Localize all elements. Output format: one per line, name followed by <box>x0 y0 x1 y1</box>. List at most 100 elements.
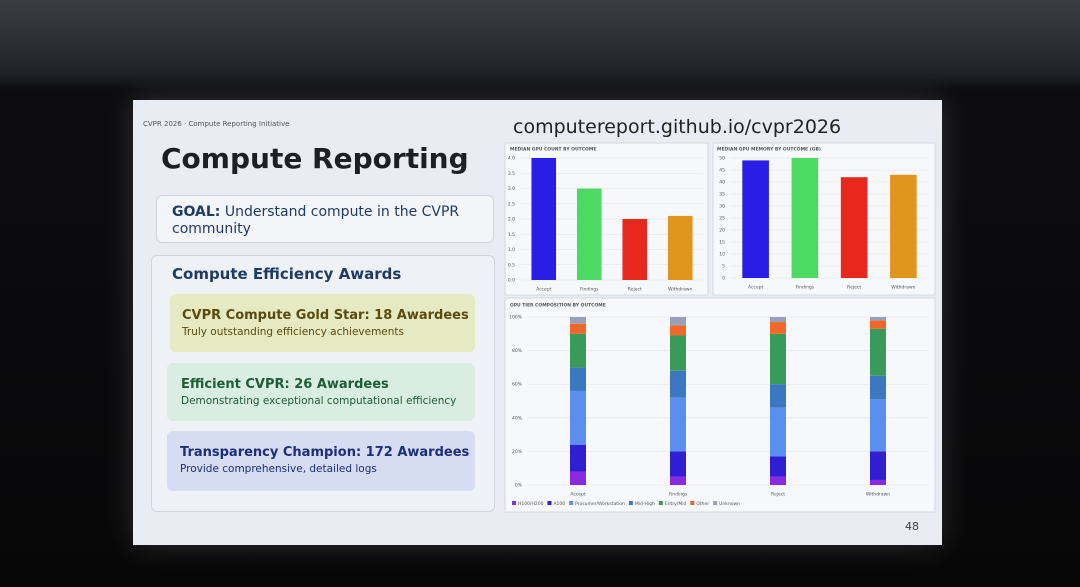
bar-segment <box>670 317 686 326</box>
y-tick-label: 1.0 <box>508 247 515 253</box>
y-tick-label: 2.5 <box>508 201 515 207</box>
x-tick-label: Withdrawn <box>891 285 915 291</box>
bar-segment <box>870 320 886 329</box>
goal-box: GOAL: Understand compute in the CVPR com… <box>156 195 494 243</box>
url: computereport.github.io/cvpr2026 <box>513 116 842 138</box>
bar <box>576 188 602 280</box>
legend-label: Entry/Mid <box>665 501 687 507</box>
y-tick-label: 35 <box>719 192 725 198</box>
y-tick-label: 3.0 <box>508 186 515 192</box>
slide-title: Compute Reporting <box>161 142 469 175</box>
bar <box>667 215 693 280</box>
bar-segment <box>870 479 886 485</box>
x-tick-label: Findings <box>669 492 688 498</box>
bar-segment <box>870 375 886 400</box>
legend-label: Unknown <box>719 501 740 507</box>
bar-segment <box>870 451 886 480</box>
x-tick-label: Accept <box>570 492 586 498</box>
award-title: Efficient CVPR: 26 Awardees <box>181 377 389 392</box>
y-tick-label: 80% <box>512 348 523 354</box>
chart-title: MEDIAN GPU COUNT BY OUTCOME <box>510 147 596 153</box>
bar-segment <box>670 451 686 477</box>
legend-label: Prosumer/Workstation <box>575 501 625 507</box>
award-card: CVPR Compute Gold Star: 18 Awardees Trul… <box>170 294 475 352</box>
slide: CVPR 2026 · Compute Reporting Initiative… <box>133 100 942 545</box>
page-number: 48 <box>905 520 919 533</box>
x-tick-label: Accept <box>748 285 764 291</box>
x-tick-label: Reject <box>847 285 861 291</box>
bar-segment <box>670 476 686 485</box>
award-description: Provide comprehensive, detailed logs <box>180 463 377 475</box>
chart-title: GPU TIER COMPOSITION BY OUTCOME <box>510 303 606 309</box>
bar <box>531 158 557 280</box>
legend-swatch <box>512 501 516 505</box>
bar-segment <box>870 317 886 321</box>
y-tick-label: 3.5 <box>508 171 515 177</box>
bar-segment <box>870 399 886 452</box>
award-card: Transparency Champion: 172 Awardees Prov… <box>167 431 475 491</box>
y-tick-label: 30 <box>719 204 725 210</box>
bar-segment <box>770 456 786 477</box>
y-tick-label: 40 <box>719 180 725 186</box>
awards-box: Compute Efficiency Awards CVPR Compute G… <box>151 255 495 512</box>
y-tick-label: 20 <box>719 228 725 234</box>
award-title: Transparency Champion: 172 Awardees <box>180 445 470 460</box>
legend-swatch <box>658 501 663 505</box>
bar-segment <box>870 328 886 376</box>
bar <box>840 177 868 278</box>
bar-segment <box>770 322 786 334</box>
y-tick-label: 0% <box>515 483 523 489</box>
goal: GOAL: Understand compute in the CVPR com… <box>172 204 482 238</box>
bar-segment <box>570 471 586 485</box>
award-description: Truly outstanding efficiency achievement… <box>182 326 405 338</box>
award-title: CVPR Compute Gold Star: 18 Awardees <box>182 308 469 323</box>
x-tick-label: Withdrawn <box>866 492 890 498</box>
bar-segment <box>770 317 786 323</box>
bar-segment <box>570 333 586 368</box>
legend-label: Mid-High <box>635 501 655 507</box>
bar-segment <box>770 333 786 385</box>
x-tick-label: Accept <box>536 287 552 293</box>
award-card: Efficient CVPR: 26 Awardees Demonstratin… <box>167 363 475 421</box>
legend-label: A100 <box>553 501 565 507</box>
x-tick-label: Reject <box>771 492 785 498</box>
bar-segment <box>770 384 786 408</box>
goal-text: Understand compute in the CVPR community <box>172 204 460 237</box>
legend-swatch <box>569 501 574 505</box>
y-tick-label: 100% <box>509 315 523 321</box>
y-tick-label: 1.5 <box>508 232 515 238</box>
y-tick-label: 0.5 <box>508 262 515 268</box>
bar-segment <box>770 476 786 485</box>
y-tick-label: 45 <box>719 168 725 174</box>
y-tick-label: 50 <box>719 156 725 162</box>
y-tick-label: 2.0 <box>508 217 515 223</box>
y-tick-label: 0 <box>722 276 725 282</box>
chart-title: MEDIAN GPU MEMORY BY OUTCOME (GB) <box>717 147 821 153</box>
bar-segment <box>670 397 686 452</box>
bar-segment <box>570 323 586 334</box>
y-tick-label: 5 <box>722 264 725 270</box>
legend-label: Other <box>696 501 709 507</box>
x-tick-label: Reject <box>628 287 642 293</box>
bar-segment <box>670 335 686 371</box>
bar <box>791 158 819 278</box>
y-tick-label: 60% <box>512 382 523 388</box>
legend-label: H100/H200 <box>518 501 544 507</box>
y-tick-label: 0.0 <box>508 278 515 284</box>
bar-segment <box>570 367 586 391</box>
goal-label: GOAL: <box>172 204 221 220</box>
x-tick-label: Withdrawn <box>668 287 692 293</box>
y-tick-label: 15 <box>719 240 725 246</box>
legend-swatch <box>547 501 552 505</box>
bar-segment <box>770 407 786 457</box>
award-description: Demonstrating exceptional computational … <box>181 395 457 407</box>
charts: MEDIAN GPU COUNT BY OUTCOME 0.0 0.5 1.0 1.5 2… <box>504 142 936 513</box>
bar-segment <box>670 325 686 336</box>
bar-segment <box>570 390 586 445</box>
y-tick-label: 10 <box>719 252 725 258</box>
bar-segment <box>570 444 586 472</box>
bar-segment <box>570 317 586 324</box>
awards-title: Compute Efficiency Awards <box>172 265 402 283</box>
bar <box>622 219 648 280</box>
